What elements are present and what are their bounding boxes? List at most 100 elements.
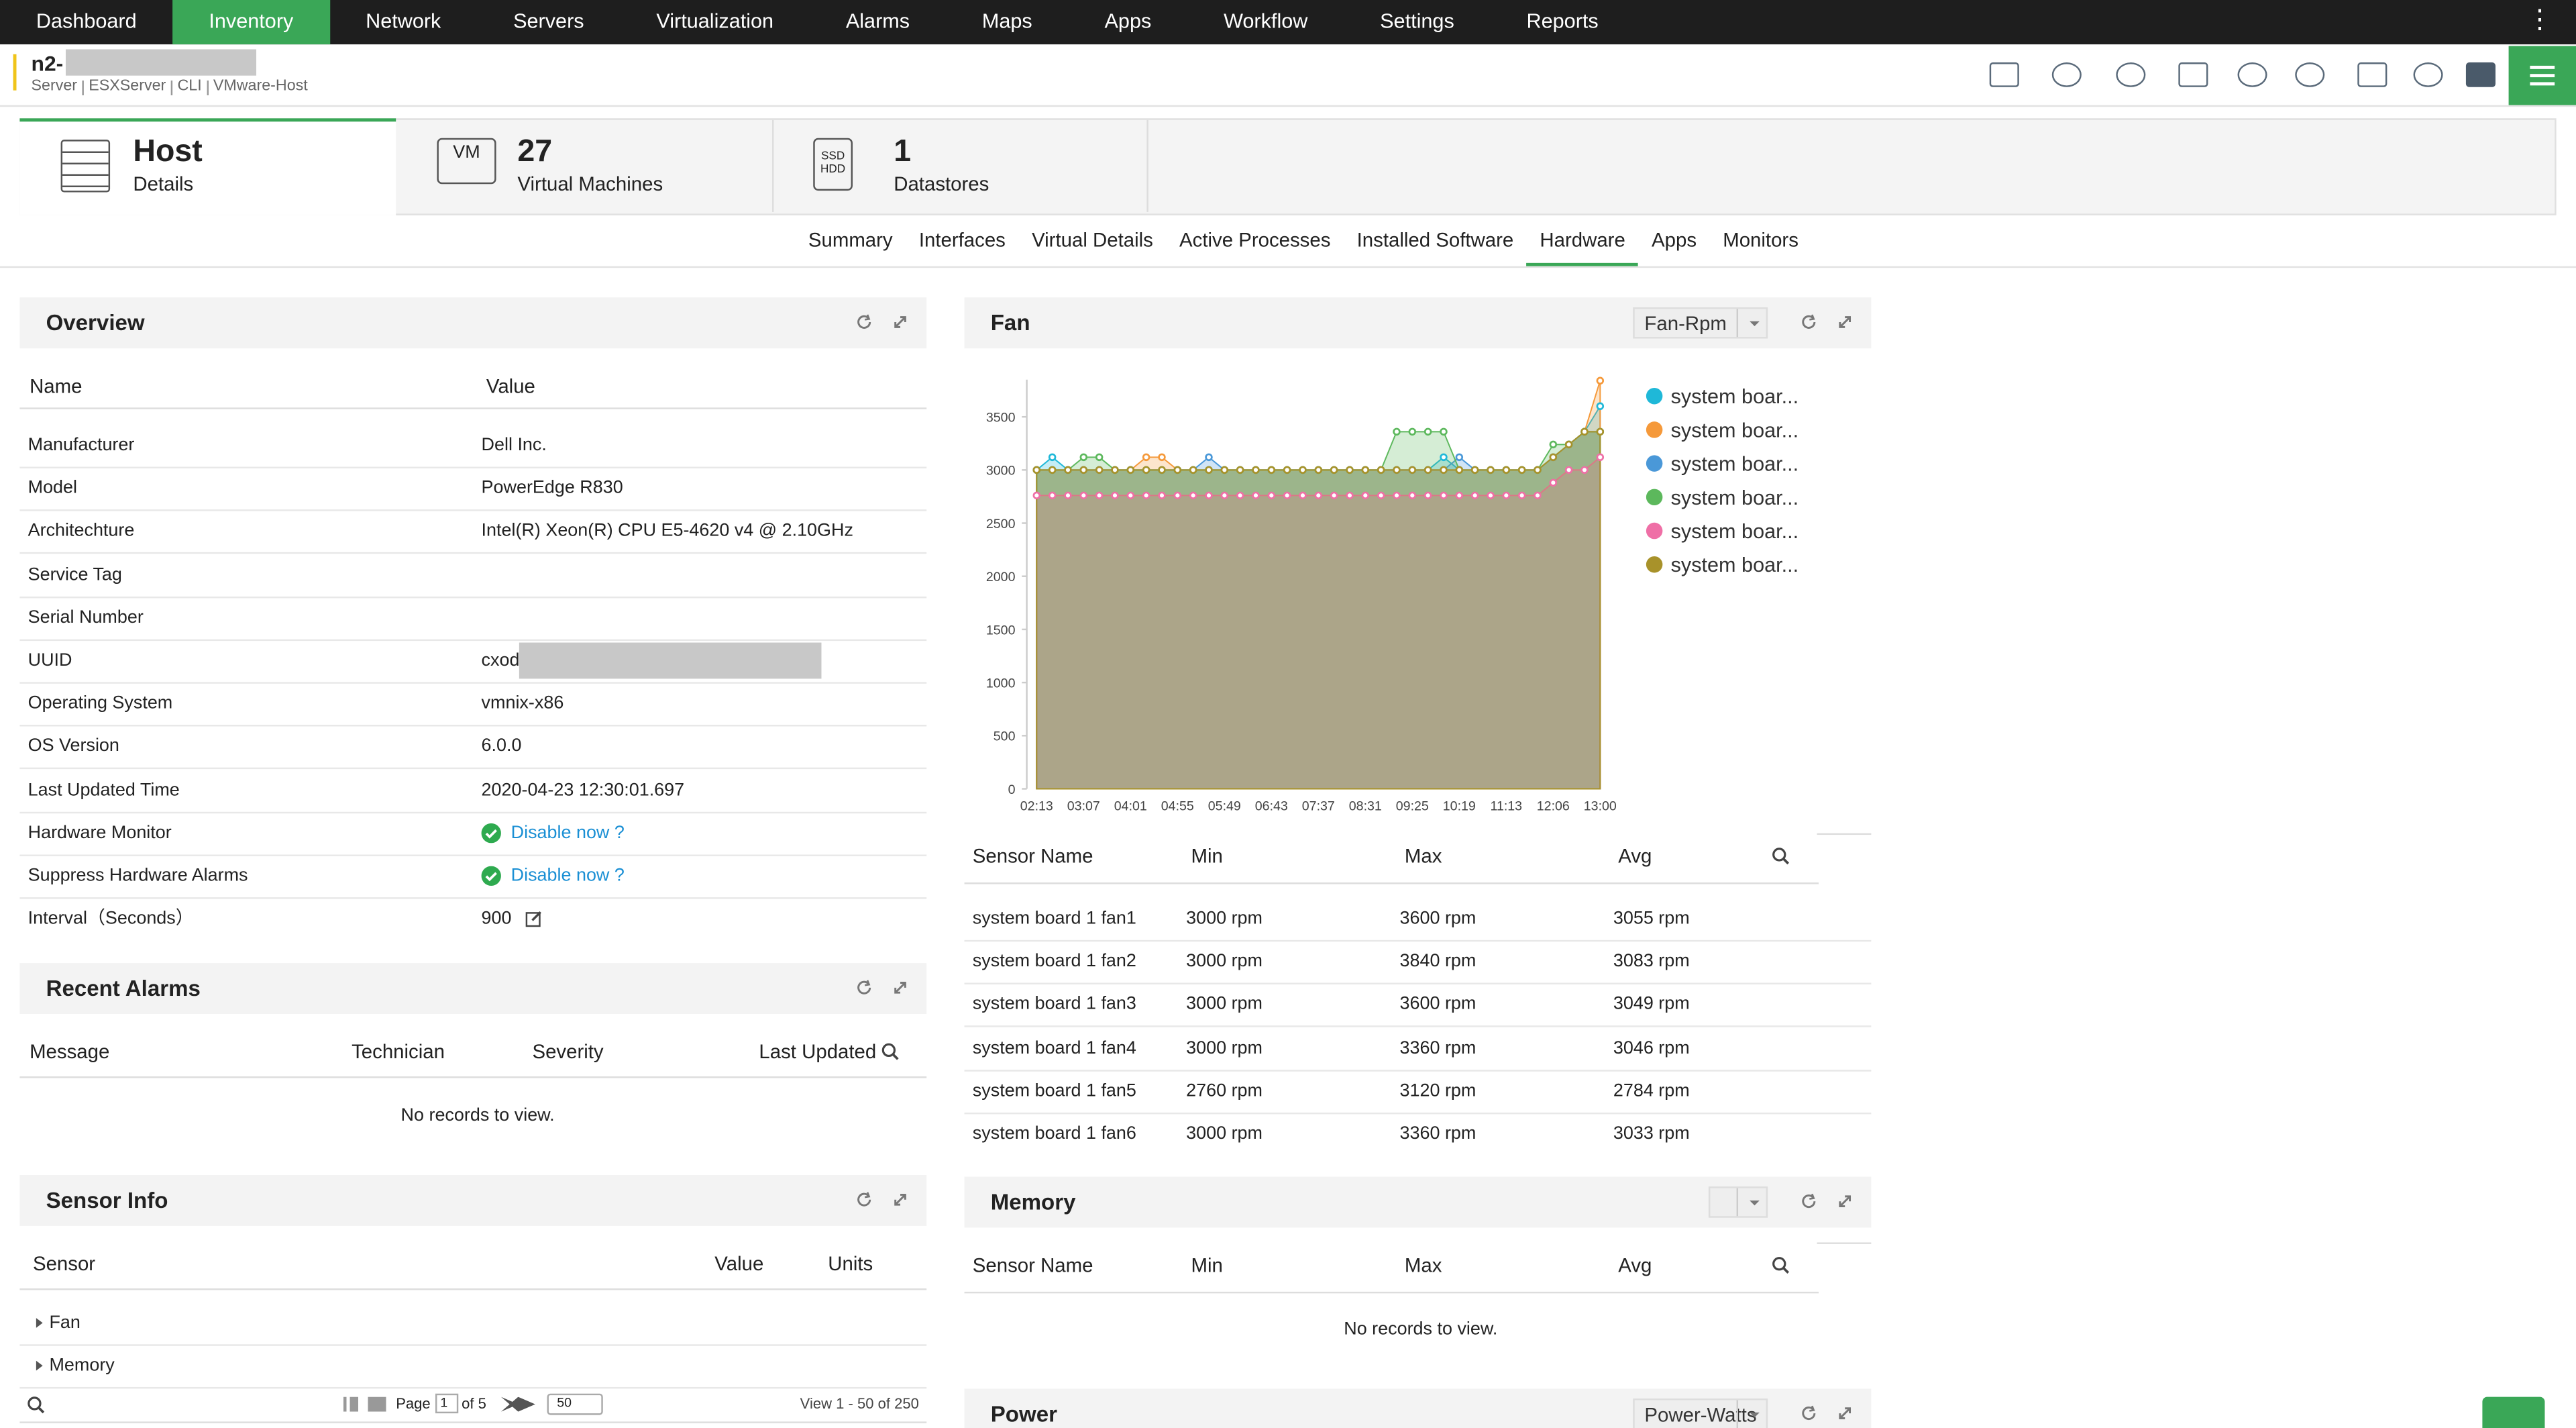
sub-tab[interactable]: Monitors [1723, 228, 1799, 252]
caret-icon[interactable] [1745, 314, 1764, 334]
nav-item[interactable]: Servers [513, 9, 584, 33]
row-line [19, 811, 927, 813]
tool-icon[interactable] [2051, 62, 2082, 87]
point [1189, 466, 1197, 474]
column-header: Name [30, 374, 83, 398]
tool-icon[interactable] [2413, 62, 2443, 87]
expand-icon[interactable] [1835, 1192, 1855, 1211]
row-name: Last Updated Time [28, 780, 180, 800]
point [1032, 491, 1041, 500]
nav-item[interactable]: Apps [1104, 9, 1152, 33]
dropdown[interactable] [1633, 1398, 1768, 1428]
action-link[interactable]: Disable now ? [511, 866, 625, 886]
sub-tab[interactable]: Interfaces [918, 228, 1006, 252]
refresh-icon[interactable] [1799, 1192, 1819, 1211]
nav-item[interactable]: Settings [1380, 9, 1454, 33]
empty-message: No records to view. [1344, 1319, 1498, 1339]
icon-label: SSD [820, 151, 845, 163]
empty-message: No records to view. [400, 1106, 555, 1126]
tab-subtitle: Details [133, 172, 194, 196]
point [1314, 491, 1323, 500]
edit-icon[interactable] [524, 909, 543, 929]
point [1424, 427, 1432, 436]
row-line [19, 682, 927, 684]
point [1267, 466, 1276, 474]
pager-summary: View 1 - 50 of 250 [800, 1395, 919, 1412]
tool-icon[interactable] [2116, 62, 2146, 87]
more-menu[interactable]: ⋮ [2526, 6, 2553, 35]
action-link[interactable]: Disable now ? [511, 823, 625, 843]
legend-swatch [1646, 556, 1663, 573]
sub-tab[interactable]: Summary [808, 228, 893, 252]
pager-nav [343, 1396, 386, 1412]
sub-tab[interactable]: Apps [1652, 228, 1697, 252]
dropdown-divider [1736, 1188, 1739, 1217]
nav-item[interactable]: Alarms [845, 9, 910, 33]
tool-icon[interactable] [2178, 62, 2208, 87]
tool-icon[interactable] [1989, 62, 2019, 87]
refresh-icon[interactable] [1799, 1403, 1819, 1423]
search-icon[interactable] [881, 1042, 900, 1062]
dropdown[interactable] [1633, 307, 1768, 339]
expand-icon[interactable] [890, 1190, 910, 1209]
refresh-icon[interactable] [854, 312, 873, 332]
sub-tab[interactable]: Active Processes [1179, 228, 1331, 252]
refresh-icon[interactable] [1799, 312, 1819, 332]
y-tick-label: 2000 [986, 570, 1016, 584]
point [1424, 466, 1432, 474]
point [1079, 453, 1088, 462]
panel-title: Recent Alarms [46, 976, 201, 1001]
nav-item[interactable]: Virtualization [656, 9, 774, 33]
menu-button[interactable] [2508, 46, 2576, 105]
chat-button[interactable] [2482, 1396, 2545, 1428]
row-value: Dell Inc. [481, 435, 547, 456]
device-icon: VM [437, 138, 496, 185]
tool-icon[interactable] [2465, 62, 2496, 87]
nav-item[interactable]: Dashboard [36, 9, 137, 33]
sub-tab[interactable]: Hardware [1526, 227, 1639, 266]
row-line [19, 854, 927, 856]
point [1220, 466, 1229, 474]
point [1314, 466, 1323, 474]
sub-tab[interactable]: Virtual Details [1032, 228, 1153, 252]
expand-icon[interactable] [1835, 1403, 1855, 1423]
tool-icon[interactable] [2295, 62, 2325, 87]
nav-item[interactable]: Network [366, 9, 441, 33]
tool-icon[interactable] [2237, 62, 2267, 87]
point [1079, 466, 1088, 474]
tree-group[interactable]: Memory [49, 1356, 115, 1376]
caret-icon[interactable] [1745, 1193, 1764, 1213]
column-header: Max [1404, 844, 1442, 868]
column-header: Last Updated [759, 1040, 877, 1064]
y-tick-label: 500 [994, 729, 1016, 744]
check-icon[interactable] [481, 866, 501, 886]
point [1564, 440, 1573, 449]
row-line [19, 595, 927, 598]
point [1283, 491, 1291, 500]
nav-item[interactable]: Inventory [172, 0, 330, 45]
tree-caret [36, 1318, 43, 1328]
nav-item[interactable]: Workflow [1224, 9, 1308, 33]
hamburger [2530, 65, 2555, 69]
nav-item[interactable]: Reports [1526, 9, 1599, 33]
search-icon[interactable] [1771, 846, 1790, 866]
point [1361, 491, 1370, 500]
icon-label: HDD [820, 164, 846, 176]
search-icon[interactable] [26, 1395, 46, 1415]
expand-icon[interactable] [1835, 312, 1855, 332]
search-icon[interactable] [1771, 1256, 1790, 1275]
point [1580, 427, 1589, 436]
check-icon[interactable] [481, 823, 501, 843]
row-line [964, 1069, 1872, 1071]
point [1596, 402, 1605, 411]
expand-icon[interactable] [890, 978, 910, 997]
sub-tab[interactable]: Installed Software [1356, 228, 1514, 252]
refresh-icon[interactable] [854, 978, 873, 997]
expand-icon[interactable] [890, 312, 910, 332]
refresh-icon[interactable] [854, 1190, 873, 1209]
nav-item[interactable]: Maps [981, 9, 1032, 33]
tree-group[interactable]: Fan [49, 1313, 80, 1333]
tool-icon[interactable] [2357, 62, 2387, 87]
caret-icon[interactable] [1745, 1405, 1764, 1425]
